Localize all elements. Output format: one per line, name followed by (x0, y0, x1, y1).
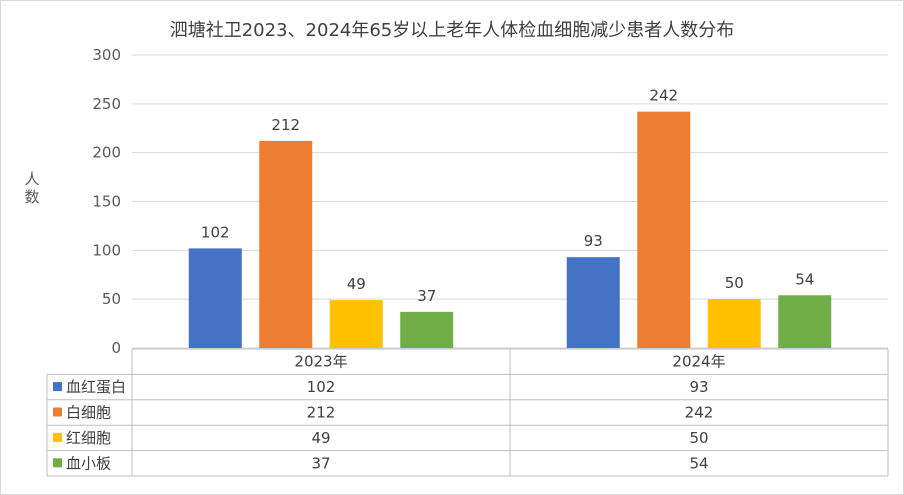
y-tick-label: 250 (92, 95, 121, 113)
y-tick-label: 150 (92, 193, 121, 211)
table-cell: 212 (307, 404, 336, 422)
y-axis-label: 人数 (24, 170, 40, 206)
legend-swatch (53, 458, 62, 468)
table-cell: 37 (311, 454, 330, 472)
table-cell: 49 (311, 429, 330, 447)
bar (707, 299, 761, 348)
bar (400, 311, 454, 348)
x-tick-label: 2023年 (294, 353, 347, 371)
data-label: 49 (347, 275, 366, 293)
bar (566, 257, 620, 348)
legend-label: 血红蛋白 (66, 378, 126, 396)
legend-label: 红细胞 (66, 429, 111, 447)
table-cell: 93 (689, 378, 708, 396)
bar (188, 248, 242, 348)
y-tick-label: 100 (92, 241, 121, 259)
y-tick-label: 50 (102, 290, 121, 308)
x-tick-label: 2024年 (672, 353, 725, 371)
legend-label: 血小板 (66, 454, 111, 472)
table-cell: 54 (689, 454, 708, 472)
bar (778, 295, 832, 348)
y-tick-label: 200 (92, 144, 121, 162)
legend-swatch (53, 407, 62, 417)
data-label: 37 (417, 287, 436, 305)
bar (329, 300, 383, 348)
legend-label: 白细胞 (66, 404, 111, 422)
data-label: 102 (201, 223, 230, 241)
legend-swatch (53, 432, 62, 442)
data-label: 54 (795, 270, 814, 288)
data-label: 242 (649, 87, 678, 105)
data-label: 50 (725, 274, 744, 292)
data-label: 212 (271, 116, 300, 134)
table-cell: 242 (685, 404, 714, 422)
y-tick-label: 0 (111, 339, 121, 357)
bar (259, 140, 313, 348)
table-cell: 50 (689, 429, 708, 447)
y-tick-label: 300 (92, 46, 121, 64)
table-cell: 102 (307, 378, 336, 396)
chart-title: 泗塘社卫2023、2024年65岁以上老年人体检血细胞减少患者人数分布 (169, 20, 735, 41)
bar (637, 111, 691, 348)
data-label: 93 (584, 232, 603, 250)
legend-swatch (53, 382, 62, 392)
